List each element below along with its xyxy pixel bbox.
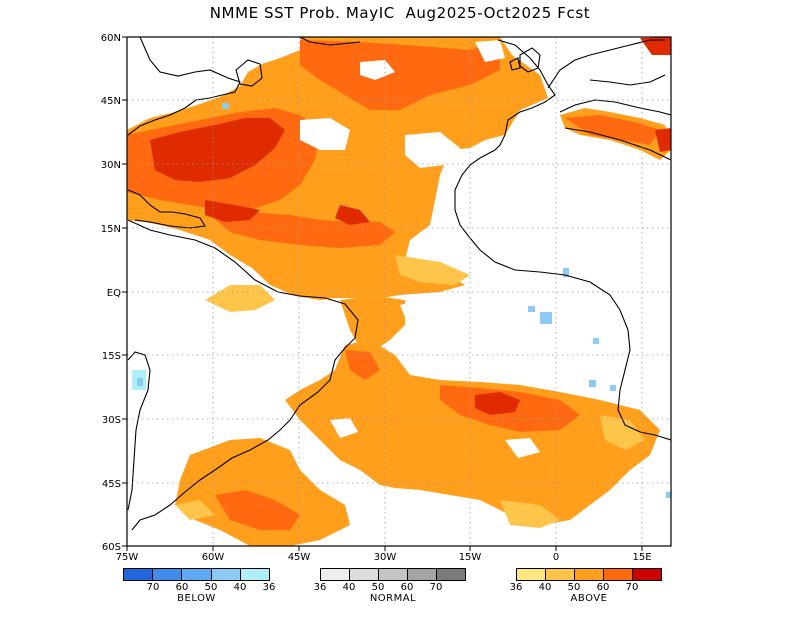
shade-70 <box>150 37 671 415</box>
legend-normal-bar <box>320 568 466 581</box>
lon-label: 15E <box>632 552 651 563</box>
lon-label: 45W <box>288 552 311 563</box>
legend-swatch <box>575 569 604 580</box>
shade-north-atlantic <box>127 37 548 300</box>
legend-swatch <box>517 569 546 580</box>
lat-label: 60S <box>102 542 121 553</box>
lon-label: 60W <box>202 552 225 563</box>
lat-label: 15N <box>101 224 121 235</box>
legend-normal: 36 40 50 60 70 NORMAL <box>314 568 466 618</box>
legend-tick: 60 <box>175 582 189 593</box>
below-normal-shading <box>132 103 671 498</box>
lat-label: 30S <box>102 415 121 426</box>
legend-above-bar <box>516 568 662 581</box>
legend-swatch <box>408 569 437 580</box>
legend-tick: 40 <box>342 582 356 593</box>
legend-tick: 36 <box>262 582 276 593</box>
legend-below-name: BELOW <box>177 593 216 604</box>
lon-label: 15W <box>459 552 482 563</box>
legend-below: 70 60 50 40 36 BELOW <box>123 568 276 618</box>
graticule <box>127 37 671 546</box>
no-signal-gaps <box>300 40 540 458</box>
forecast-map: 60N 45N 30N 15N EQ 15S 30S 45S 60S 75W 6… <box>101 33 672 563</box>
lat-label: EQ <box>107 288 121 299</box>
legend-above: 36 40 50 60 70 ABOVE <box>510 568 662 618</box>
lat-label: 30N <box>101 160 121 171</box>
lat-label: 45N <box>101 96 121 107</box>
legend-tick: 40 <box>233 582 247 593</box>
lon-label: 30W <box>374 552 397 563</box>
legend-swatch <box>153 569 183 580</box>
legend-swatch <box>437 569 465 580</box>
map-title: NMME SST Prob. MayIC Aug2025-Oct2025 Fcs… <box>209 4 591 22</box>
legend-swatch <box>240 569 270 580</box>
lat-label: 60N <box>101 33 121 44</box>
latitude-labels: 60N 45N 30N 15N EQ 15S 30S 45S 60S <box>101 33 121 553</box>
shade-equatorial <box>340 296 405 350</box>
legend-swatch <box>604 569 633 580</box>
legend-tick: 36 <box>313 582 327 593</box>
legend-normal-ticks: 36 40 50 60 70 <box>314 581 466 594</box>
legend-swatch <box>182 569 212 580</box>
legend-tick: 70 <box>625 582 639 593</box>
legend-tick: 70 <box>429 582 443 593</box>
coastlines <box>127 37 671 531</box>
legend-swatch <box>124 569 154 580</box>
legend-swatch <box>633 569 661 580</box>
legend-tick: 40 <box>538 582 552 593</box>
legend-tick: 36 <box>509 582 523 593</box>
lat-label: 15S <box>102 351 121 362</box>
legend-swatch <box>379 569 408 580</box>
legend-tick: 60 <box>596 582 610 593</box>
legend-above-ticks: 36 40 50 60 70 <box>510 581 662 594</box>
legend-swatch <box>321 569 350 580</box>
shade-south-atlantic <box>285 340 660 525</box>
legend-swatch <box>350 569 379 580</box>
legend-swatch <box>546 569 575 580</box>
legend-tick: 50 <box>371 582 385 593</box>
lon-label: 75W <box>116 552 139 563</box>
legend-tick: 50 <box>567 582 581 593</box>
lat-label: 45S <box>102 479 121 490</box>
legend-tick: 70 <box>146 582 160 593</box>
legend-above-name: ABOVE <box>570 593 608 604</box>
longitude-labels: 75W 60W 45W 30W 15W 0 15E <box>116 552 652 563</box>
legend-tick: 50 <box>204 582 218 593</box>
legend-below-bar <box>123 568 270 581</box>
shade-south-west <box>175 438 350 546</box>
lon-label: 0 <box>553 552 559 563</box>
legend-swatch <box>211 569 241 580</box>
legend-normal-name: NORMAL <box>369 593 417 604</box>
above-normal-shading <box>127 37 671 546</box>
legend-tick: 60 <box>400 582 414 593</box>
legend-below-ticks: 70 60 50 40 36 <box>123 581 276 594</box>
